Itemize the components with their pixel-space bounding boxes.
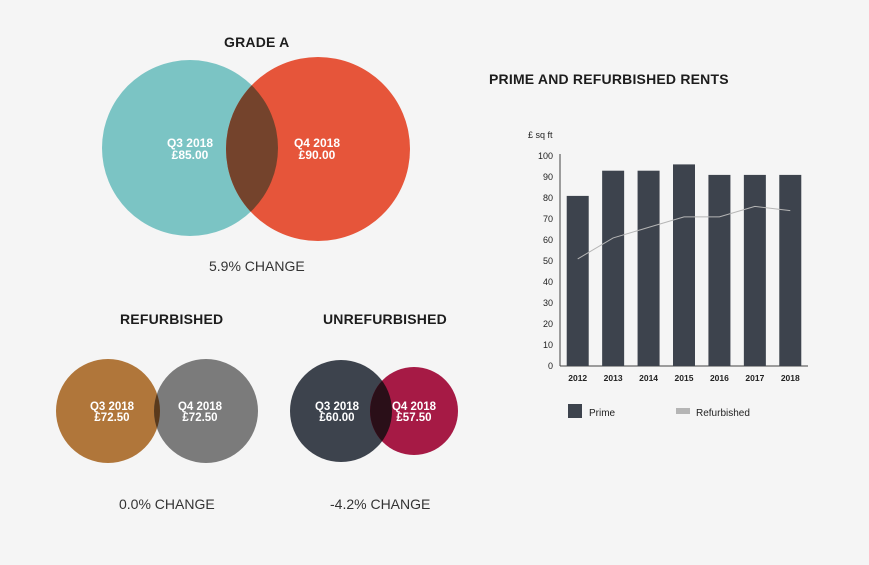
y-tick-label: 80 [543,193,553,203]
refurbished-title: REFURBISHED [120,311,224,327]
y-tick-label: 0 [548,361,553,371]
bar-prime-2017 [743,174,766,366]
bar-prime-2018 [779,174,802,366]
bar-prime-2013 [602,170,625,366]
grade-a-title: GRADE A [224,34,290,50]
y-tick-label: 10 [543,340,553,350]
bar-prime-2012 [566,195,589,366]
y-tick-label: 90 [543,172,553,182]
y-tick-label: 60 [543,235,553,245]
y-tick-label: 70 [543,214,553,224]
legend-refurbished-swatch [676,408,690,414]
legend-prime-label: Prime [589,408,616,419]
y-tick-label: 20 [543,319,553,329]
x-tick-label: 2015 [675,373,694,383]
y-axis-label: £ sq ft [528,130,553,140]
x-tick-label: 2018 [781,373,800,383]
x-tick-label: 2017 [745,373,764,383]
y-tick-label: 100 [538,151,553,161]
x-tick-label: 2014 [639,373,658,383]
grade-a-change: 5.9% CHANGE [209,258,305,274]
bar-prime-2014 [637,170,660,366]
y-tick-label: 30 [543,298,553,308]
line-refurbished [577,205,791,260]
chart-title: PRIME AND REFURBISHED RENTS [489,71,729,87]
legend-prime-swatch [568,404,582,418]
refurbished-change: 0.0% CHANGE [119,496,215,512]
y-tick-label: 40 [543,277,553,287]
legend-refurbished-label: Refurbished [696,408,750,419]
bar-prime-2015 [673,164,695,366]
x-tick-label: 2013 [604,373,623,383]
y-tick-label: 50 [543,256,553,266]
bar-prime-2016 [708,174,731,366]
x-tick-label: 2016 [710,373,729,383]
unrefurbished-change: -4.2% CHANGE [330,496,431,512]
x-tick-label: 2012 [568,373,587,383]
unrefurbished-title: UNREFURBISHED [323,311,447,327]
